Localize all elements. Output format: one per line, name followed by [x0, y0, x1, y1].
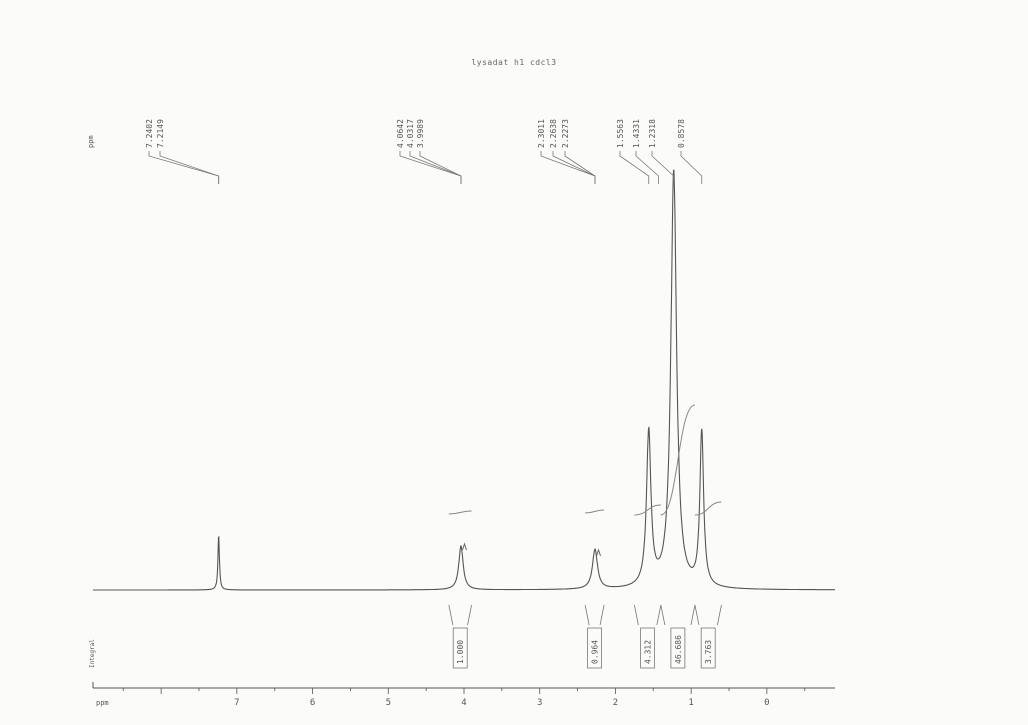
peak-connector: [651, 151, 675, 184]
multiplet-detail: [462, 542, 467, 551]
integral-box: [640, 627, 656, 669]
ppm-label-top: ppm: [87, 135, 95, 148]
peak-label: 2.2638: [549, 119, 558, 148]
peak-connector: [635, 151, 659, 184]
x-tick-label: 4: [461, 698, 466, 708]
integral-bracket: [467, 604, 472, 626]
peak-label: 7.2402: [145, 119, 154, 148]
x-tick-label: 3: [537, 698, 542, 708]
integral-curve-1: [585, 509, 605, 514]
integral-curve-0: [448, 510, 472, 515]
peak-label: 4.0642: [396, 119, 405, 148]
integral-curve-3: [660, 404, 696, 516]
integral-bracket: [584, 604, 590, 626]
peak-label: 3.9989: [416, 119, 425, 148]
peak-connector: [552, 151, 596, 184]
peak-connector: [564, 151, 596, 184]
integral-box: [700, 627, 716, 669]
peak-label: 7.2149: [156, 119, 165, 148]
integral-box: [587, 627, 603, 669]
integral-value: 0.964: [591, 640, 600, 664]
integral-bracket: [660, 604, 666, 626]
multiplet-detail: [596, 548, 601, 557]
x-tick-label: 5: [386, 698, 391, 708]
integral-bracket: [694, 604, 700, 626]
integral-bracket: [633, 604, 639, 626]
peak-connector: [148, 151, 220, 184]
peak-connector: [680, 151, 703, 184]
ppm-label-axis: ppm: [96, 699, 109, 707]
integral-box: [452, 627, 468, 669]
peak-connector: [619, 151, 650, 184]
x-tick-label: 0: [764, 698, 769, 708]
x-tick-label: 6: [310, 698, 315, 708]
integral-curve-4: [694, 501, 722, 516]
peak-connector: [159, 151, 220, 184]
peak-connector: [419, 151, 462, 184]
x-tick-label: 2: [613, 698, 618, 708]
integral-value: 1.000: [456, 640, 465, 664]
integral-value: 4.312: [644, 640, 653, 664]
peak-label: 0.8578: [677, 119, 686, 148]
peak-label: 1.2318: [648, 119, 657, 148]
integral-bracket: [599, 604, 605, 626]
integral-value: 46.686: [674, 635, 683, 664]
peak-label: 1.5563: [616, 119, 625, 148]
integral-curve-2: [634, 504, 661, 516]
x-tick-label: 7: [234, 698, 239, 708]
peak-label: 4.0317: [406, 119, 415, 148]
integral-bracket: [717, 604, 722, 626]
peak-label: 2.3011: [537, 119, 546, 148]
x-tick-label: 1: [688, 698, 693, 708]
peak-label: 1.4331: [632, 119, 641, 148]
spectrum-trace: [93, 169, 835, 591]
peak-connector: [540, 151, 596, 184]
integral-axis-label: Integral: [89, 639, 96, 668]
integral-bracket: [656, 604, 662, 626]
chart-title: lysadat h1 cdcl3: [471, 58, 557, 67]
integral-bracket: [448, 604, 454, 626]
peak-label: 2.2273: [561, 119, 570, 148]
integral-bracket: [690, 604, 696, 626]
peak-connector: [399, 151, 462, 184]
integral-box: [670, 627, 686, 669]
integral-value: 3.763: [704, 640, 713, 664]
